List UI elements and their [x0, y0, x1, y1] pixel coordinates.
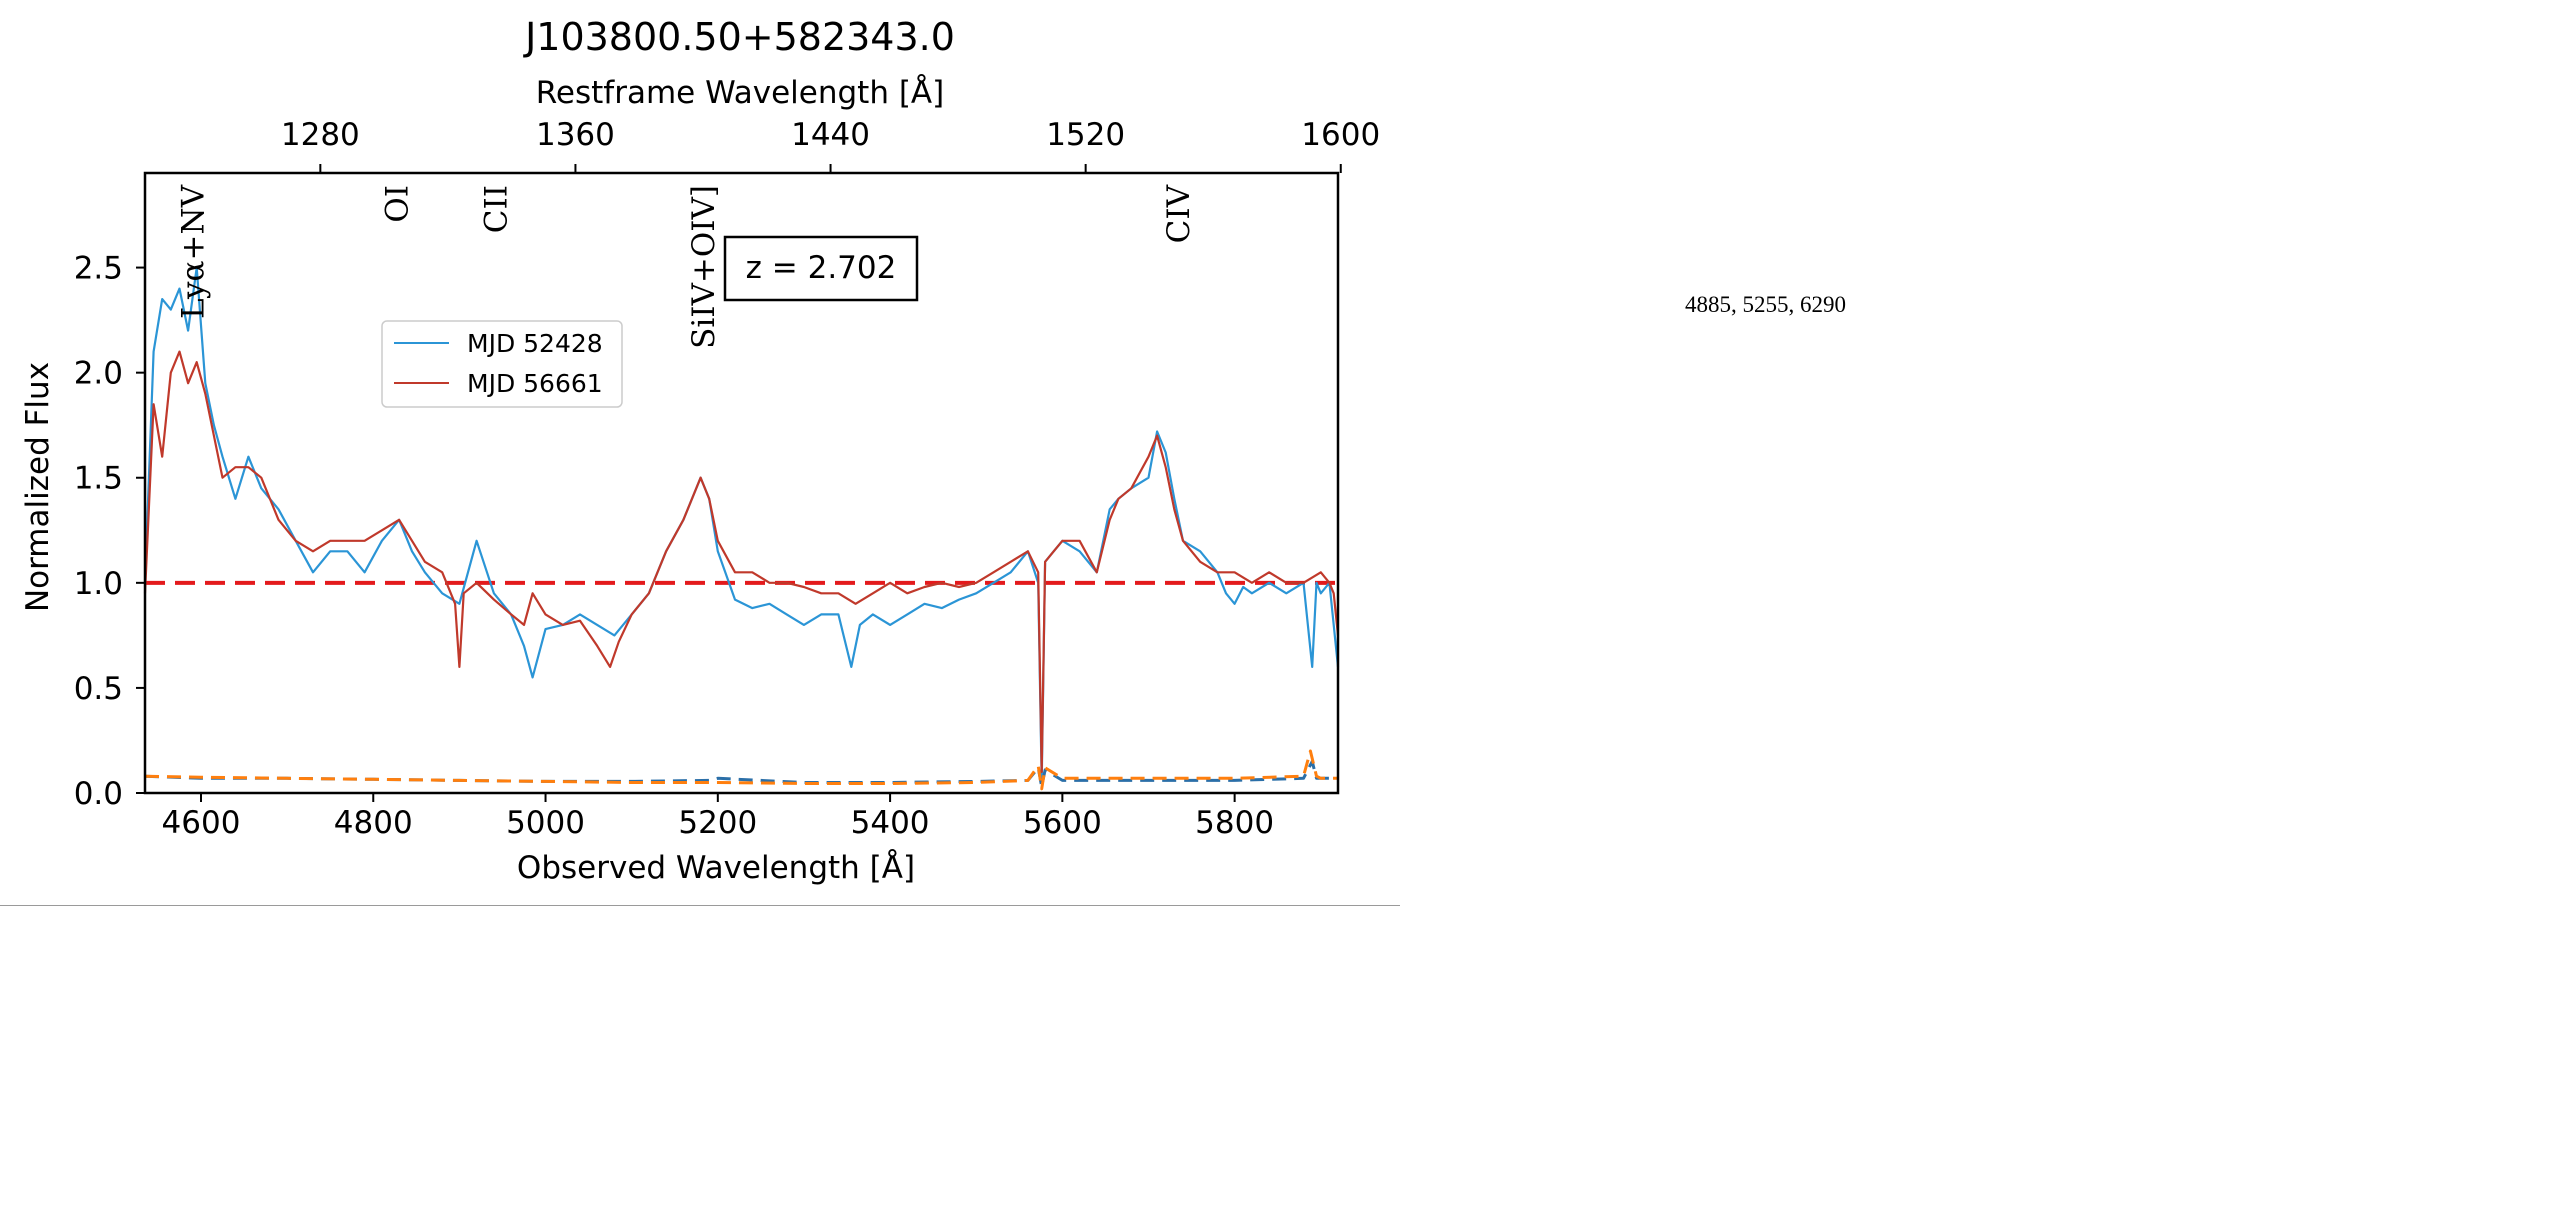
x-tick-label: 5200 — [678, 805, 757, 841]
legend-label-epoch2: MJD 56661 — [467, 369, 603, 398]
redshift-box-frame — [723, 235, 919, 302]
y-tick-label: 1.5 — [74, 461, 123, 497]
series-layer — [143, 266, 1340, 791]
plot-frame — [143, 171, 1340, 795]
x-tick-label: 5000 — [506, 805, 585, 841]
y-tick-label: 0.5 — [74, 671, 123, 707]
top-tick-label: 1520 — [1046, 117, 1125, 153]
error-epoch1-line — [144, 760, 1338, 789]
line-label: CIV — [1161, 184, 1197, 243]
plot-area — [143, 266, 1340, 791]
x-axis-label: Observed Wavelength [Å] — [517, 850, 915, 886]
line-label: OI — [380, 185, 416, 223]
top-tick-label: 1600 — [1301, 117, 1380, 153]
y-tick-label: 1.0 — [74, 566, 123, 602]
x-tick-label: 4800 — [334, 805, 413, 841]
side-note: 4885, 5255, 6290 — [1685, 292, 1846, 317]
line-label: Lyα+NV — [176, 184, 212, 319]
redshift-box: z = 2.702 — [723, 235, 919, 302]
divider — [0, 905, 1400, 906]
error-epoch2-line — [144, 749, 1338, 791]
y-tick-label: 2.0 — [74, 356, 123, 392]
x-tick-label: 5400 — [851, 805, 930, 841]
series-mjd-56661-line — [143, 350, 1340, 774]
redshift-label: z = 2.702 — [746, 250, 897, 286]
series-mjd-52428-line — [143, 266, 1340, 784]
x-tick-label: 4600 — [162, 805, 241, 841]
top-tick-label: 1440 — [791, 117, 870, 153]
x-tick-label: 5600 — [1023, 805, 1102, 841]
y-tick-label: 2.5 — [74, 251, 123, 287]
x-tick-label: 5800 — [1195, 805, 1274, 841]
chart-title: J103800.50+582343.0 — [523, 15, 955, 59]
line-label: SiIV+OIV] — [686, 185, 722, 349]
top-ticks: 1280 1360 1440 1520 1600 — [281, 117, 1380, 173]
line-label: CII — [479, 185, 515, 233]
emission-line-labels: Lyα+NV OI CII SiIV+OIV] CIV — [176, 184, 1197, 349]
legend: MJD 52428 MJD 56661 — [381, 320, 623, 408]
legend-label-epoch1: MJD 52428 — [467, 329, 603, 358]
top-tick-label: 1360 — [536, 117, 615, 153]
top-tick-label: 1280 — [281, 117, 360, 153]
y-ticks: 0.0 0.5 1.0 1.5 2.0 2.5 — [74, 251, 145, 812]
x-ticks: 4600 4800 5000 5200 5400 5600 5800 — [162, 793, 1274, 841]
y-axis-label: Normalized Flux — [20, 362, 56, 612]
top-axis-label: Restframe Wavelength [Å] — [536, 75, 944, 111]
y-tick-label: 0.0 — [74, 776, 123, 812]
